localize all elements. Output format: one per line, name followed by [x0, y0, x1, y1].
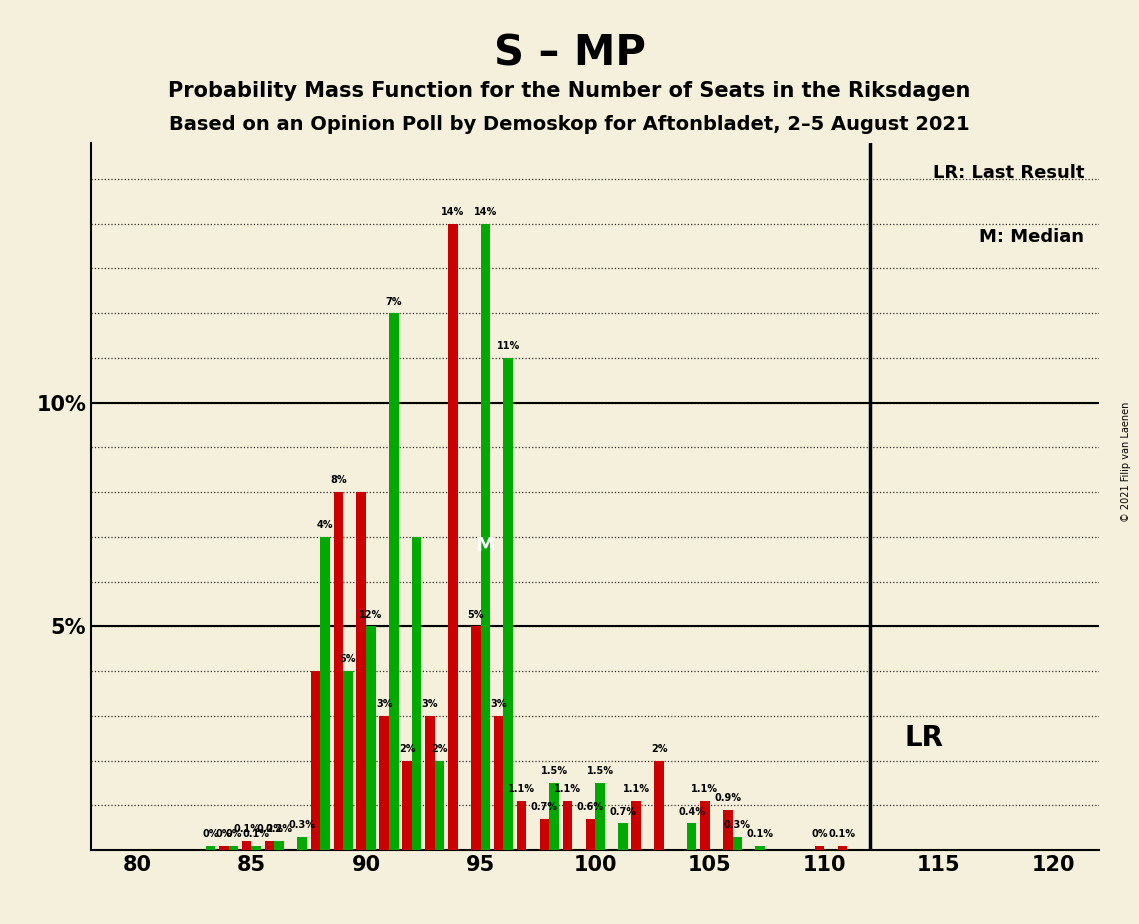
Bar [596, 783, 605, 850]
Bar [732, 836, 743, 850]
Bar [687, 823, 696, 850]
Text: 0.4%: 0.4% [678, 807, 705, 817]
Bar [379, 716, 388, 850]
Text: Based on an Opinion Poll by Demoskop for Aftonbladet, 2–5 August 2021: Based on an Opinion Poll by Demoskop for… [170, 115, 969, 134]
Text: 4%: 4% [317, 520, 334, 530]
Text: © 2021 Filip van Laenen: © 2021 Filip van Laenen [1121, 402, 1131, 522]
Text: 1.1%: 1.1% [623, 784, 649, 794]
Text: 0%: 0% [203, 829, 219, 839]
Bar [654, 760, 664, 850]
Text: 2%: 2% [432, 744, 448, 754]
Text: 3%: 3% [491, 699, 507, 709]
Bar [425, 716, 435, 850]
Text: 1.5%: 1.5% [541, 766, 567, 776]
Bar [366, 626, 376, 850]
Bar [274, 841, 284, 850]
Bar [549, 783, 559, 850]
Bar [481, 224, 490, 850]
Text: 14%: 14% [441, 207, 465, 217]
Bar [448, 224, 458, 850]
Bar [311, 671, 320, 850]
Text: 7%: 7% [385, 297, 402, 307]
Text: M: M [476, 536, 495, 555]
Bar [219, 845, 229, 850]
Text: 3%: 3% [421, 699, 439, 709]
Bar [241, 841, 252, 850]
Text: 0%: 0% [811, 829, 828, 839]
Text: Probability Mass Function for the Number of Seats in the Riksdagen: Probability Mass Function for the Number… [169, 81, 970, 102]
Bar [814, 845, 825, 850]
Bar [517, 801, 526, 850]
Bar [700, 801, 710, 850]
Bar [206, 845, 215, 850]
Bar [494, 716, 503, 850]
Bar [297, 836, 306, 850]
Text: 12%: 12% [359, 610, 383, 620]
Text: 1.5%: 1.5% [587, 766, 614, 776]
Text: 0.3%: 0.3% [288, 820, 316, 830]
Text: 0.2%: 0.2% [265, 824, 293, 834]
Bar [755, 845, 765, 850]
Bar [563, 801, 572, 850]
Bar [412, 537, 421, 850]
Bar [343, 671, 353, 850]
Text: 0.3%: 0.3% [724, 820, 751, 830]
Text: 1.1%: 1.1% [508, 784, 535, 794]
Text: 0.7%: 0.7% [531, 802, 558, 812]
Bar [252, 845, 261, 850]
Text: 1.1%: 1.1% [691, 784, 719, 794]
Text: 14%: 14% [474, 207, 497, 217]
Bar [402, 760, 412, 850]
Bar [357, 492, 366, 850]
Text: 0.1%: 0.1% [829, 829, 855, 839]
Text: LR: LR [904, 724, 943, 752]
Text: 0.1%: 0.1% [747, 829, 773, 839]
Text: 5%: 5% [467, 610, 484, 620]
Text: 2%: 2% [399, 744, 416, 754]
Text: 5%: 5% [339, 654, 357, 664]
Bar [264, 841, 274, 850]
Text: 0.2%: 0.2% [256, 824, 284, 834]
Text: 0.7%: 0.7% [609, 807, 637, 817]
Bar [723, 809, 732, 850]
Bar [503, 358, 513, 850]
Bar [334, 492, 343, 850]
Text: 0.6%: 0.6% [576, 802, 604, 812]
Text: 0%: 0% [226, 829, 241, 839]
Bar [435, 760, 444, 850]
Text: 0%: 0% [215, 829, 232, 839]
Text: M: Median: M: Median [980, 228, 1084, 246]
Text: 1.1%: 1.1% [554, 784, 581, 794]
Text: LR: Last Result: LR: Last Result [933, 164, 1084, 182]
Text: 0.1%: 0.1% [243, 829, 270, 839]
Text: 3%: 3% [376, 699, 392, 709]
Bar [388, 313, 399, 850]
Text: 2%: 2% [650, 744, 667, 754]
Text: S – MP: S – MP [493, 32, 646, 74]
Text: 0.9%: 0.9% [714, 793, 741, 803]
Bar [585, 819, 596, 850]
Bar [631, 801, 641, 850]
Text: 8%: 8% [330, 476, 346, 485]
Bar [618, 823, 628, 850]
Bar [470, 626, 481, 850]
Bar [540, 819, 549, 850]
Text: 0.1%: 0.1% [233, 824, 260, 834]
Text: 11%: 11% [497, 341, 519, 351]
Bar [229, 845, 238, 850]
Bar [320, 537, 330, 850]
Bar [837, 845, 847, 850]
